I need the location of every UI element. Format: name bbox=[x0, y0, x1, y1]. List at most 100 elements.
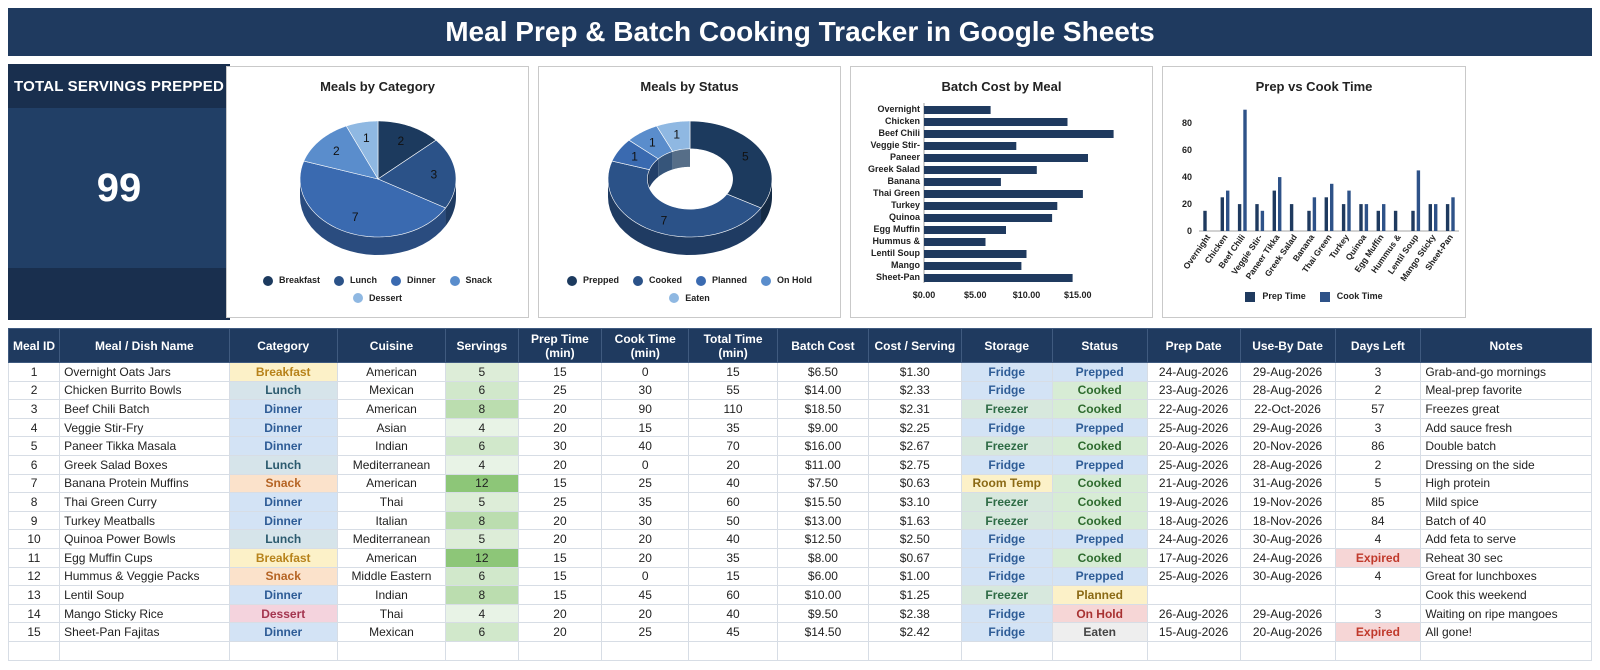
cell-cost-serving[interactable]: $2.50 bbox=[867, 529, 962, 549]
cell-category[interactable]: Dessert bbox=[228, 603, 338, 624]
cell-cuisine[interactable]: American bbox=[336, 399, 447, 419]
cell-servings[interactable]: 4 bbox=[445, 603, 519, 624]
cell-batch-cost[interactable]: $6.50 bbox=[776, 362, 869, 382]
cell-cook-time-min[interactable]: 40 bbox=[601, 436, 690, 456]
cell-status[interactable]: Planned bbox=[1051, 585, 1148, 605]
cell-status[interactable]: Prepped bbox=[1051, 417, 1148, 438]
cell-cost-serving[interactable]: $2.31 bbox=[867, 399, 962, 419]
cell-batch-cost[interactable]: $10.00 bbox=[776, 585, 869, 605]
cell-category[interactable]: Lunch bbox=[228, 380, 338, 401]
cell-total-time-min[interactable]: 55 bbox=[688, 380, 778, 401]
cell-prep-time-min[interactable]: 20 bbox=[517, 417, 603, 438]
cell-days-left[interactable]: 2 bbox=[1334, 454, 1422, 475]
cell-meal-dish-name[interactable]: Banana Protein Muffins bbox=[59, 473, 230, 494]
cell-use-by-date[interactable]: 28-Aug-2026 bbox=[1239, 454, 1336, 475]
cell-storage[interactable]: Freezer bbox=[960, 492, 1053, 512]
cell-notes[interactable]: Mild spice bbox=[1420, 492, 1592, 512]
cell-cost-serving[interactable]: $3.10 bbox=[867, 492, 962, 512]
cell-days-left[interactable]: Expired bbox=[1334, 547, 1422, 568]
cell-status[interactable]: Prepped bbox=[1051, 454, 1148, 475]
cell-use-by-date[interactable]: 18-Nov-2026 bbox=[1239, 510, 1336, 531]
cell-use-by-date[interactable] bbox=[1239, 640, 1336, 661]
cell-cost-serving[interactable]: $1.63 bbox=[867, 510, 962, 531]
cell-category[interactable]: Dinner bbox=[228, 510, 338, 531]
cell-prep-time-min[interactable]: 15 bbox=[517, 585, 603, 605]
cell-meal-dish-name[interactable]: Thai Green Curry bbox=[59, 492, 230, 512]
cell-use-by-date[interactable]: 31-Aug-2026 bbox=[1239, 473, 1336, 494]
cell-storage[interactable]: Fridge bbox=[960, 362, 1053, 382]
cell-batch-cost[interactable]: $11.00 bbox=[776, 454, 869, 475]
cell-use-by-date[interactable]: 20-Aug-2026 bbox=[1239, 622, 1336, 642]
cell-servings[interactable]: 5 bbox=[445, 362, 519, 382]
cell-status[interactable]: On Hold bbox=[1051, 603, 1148, 624]
cell-prep-time-min[interactable]: 20 bbox=[517, 622, 603, 642]
cell-storage[interactable]: Fridge bbox=[960, 380, 1053, 401]
cell-cuisine[interactable] bbox=[336, 640, 447, 661]
cell-meal-id[interactable] bbox=[7, 640, 61, 661]
cell-notes[interactable]: Double batch bbox=[1420, 436, 1592, 456]
cell-cuisine[interactable]: Asian bbox=[336, 417, 447, 438]
cell-category[interactable]: Dinner bbox=[228, 436, 338, 456]
cell-notes[interactable]: Cook this weekend bbox=[1420, 585, 1592, 605]
cell-notes[interactable]: Reheat 30 sec bbox=[1420, 547, 1592, 568]
column-header-storage[interactable]: Storage bbox=[960, 328, 1053, 363]
cell-cook-time-min[interactable]: 25 bbox=[601, 622, 690, 642]
cell-prep-date[interactable]: 18-Aug-2026 bbox=[1146, 510, 1241, 531]
cell-prep-date[interactable] bbox=[1146, 640, 1241, 661]
cell-total-time-min[interactable]: 20 bbox=[688, 454, 778, 475]
cell-notes[interactable] bbox=[1420, 640, 1592, 661]
cell-notes[interactable]: Great for lunchboxes bbox=[1420, 566, 1592, 587]
cell-total-time-min[interactable]: 110 bbox=[688, 399, 778, 419]
cell-cook-time-min[interactable]: 20 bbox=[601, 529, 690, 549]
cell-cost-serving[interactable]: $2.33 bbox=[867, 380, 962, 401]
cell-meal-dish-name[interactable]: Quinoa Power Bowls bbox=[59, 529, 230, 549]
chart-meals-by-category[interactable]: Meals by Category 2 3 7 2 1 Breakfast Lunch Di… bbox=[226, 66, 529, 318]
cell-status[interactable]: Prepped bbox=[1051, 566, 1148, 587]
cell-meal-id[interactable]: 3 bbox=[7, 399, 61, 419]
cell-meal-dish-name[interactable]: Veggie Stir-Fry bbox=[59, 417, 230, 438]
cell-meal-dish-name[interactable]: Egg Muffin Cups bbox=[59, 547, 230, 568]
cell-prep-time-min[interactable]: 15 bbox=[517, 566, 603, 587]
chart-batch-cost[interactable]: Batch Cost by Meal $0.00 $5.00 $10.00 $15.0… bbox=[850, 66, 1153, 318]
cell-days-left[interactable]: 3 bbox=[1334, 362, 1422, 382]
column-header-days-left[interactable]: Days Left bbox=[1334, 328, 1422, 363]
column-header-meal-dish-name[interactable]: Meal / Dish Name bbox=[59, 328, 230, 363]
column-header-notes[interactable]: Notes bbox=[1420, 328, 1592, 363]
cell-servings[interactable]: 8 bbox=[445, 510, 519, 531]
cell-cuisine[interactable]: Mexican bbox=[336, 622, 447, 642]
cell-servings[interactable]: 8 bbox=[445, 585, 519, 605]
cell-total-time-min[interactable]: 70 bbox=[688, 436, 778, 456]
cell-status[interactable]: Cooked bbox=[1051, 399, 1148, 419]
cell-prep-time-min[interactable]: 20 bbox=[517, 454, 603, 475]
cell-use-by-date[interactable]: 30-Aug-2026 bbox=[1239, 529, 1336, 549]
column-header-use-by-date[interactable]: Use-By Date bbox=[1239, 328, 1336, 363]
cell-servings[interactable]: 4 bbox=[445, 417, 519, 438]
cell-category[interactable]: Snack bbox=[228, 566, 338, 587]
cell-prep-time-min[interactable]: 20 bbox=[517, 529, 603, 549]
cell-prep-date[interactable]: 25-Aug-2026 bbox=[1146, 454, 1241, 475]
cell-meal-dish-name[interactable]: Hummus & Veggie Packs bbox=[59, 566, 230, 587]
cell-cook-time-min[interactable]: 15 bbox=[601, 417, 690, 438]
cell-prep-date[interactable]: 24-Aug-2026 bbox=[1146, 362, 1241, 382]
cell-category[interactable] bbox=[228, 640, 338, 661]
cell-meal-dish-name[interactable]: Beef Chili Batch bbox=[59, 399, 230, 419]
cell-cuisine[interactable]: Indian bbox=[336, 585, 447, 605]
column-header-prep-date[interactable]: Prep Date bbox=[1146, 328, 1241, 363]
cell-cook-time-min[interactable]: 25 bbox=[601, 473, 690, 494]
cell-use-by-date[interactable]: 24-Aug-2026 bbox=[1239, 547, 1336, 568]
cell-use-by-date[interactable]: 30-Aug-2026 bbox=[1239, 566, 1336, 587]
cell-meal-dish-name[interactable]: Lentil Soup bbox=[59, 585, 230, 605]
cell-servings[interactable] bbox=[445, 640, 519, 661]
cell-meal-id[interactable]: 8 bbox=[7, 492, 61, 512]
cell-cuisine[interactable]: Thai bbox=[336, 603, 447, 624]
cell-cook-time-min[interactable]: 20 bbox=[601, 603, 690, 624]
cell-notes[interactable]: Grab-and-go mornings bbox=[1420, 362, 1592, 382]
cell-total-time-min[interactable]: 50 bbox=[688, 510, 778, 531]
cell-cook-time-min[interactable]: 90 bbox=[601, 399, 690, 419]
cell-batch-cost[interactable]: $12.50 bbox=[776, 529, 869, 549]
cell-meal-dish-name[interactable]: Turkey Meatballs bbox=[59, 510, 230, 531]
cell-prep-time-min[interactable]: 15 bbox=[517, 547, 603, 568]
cell-prep-time-min[interactable]: 25 bbox=[517, 492, 603, 512]
column-header-cost-serving[interactable]: Cost / Serving bbox=[867, 328, 962, 363]
